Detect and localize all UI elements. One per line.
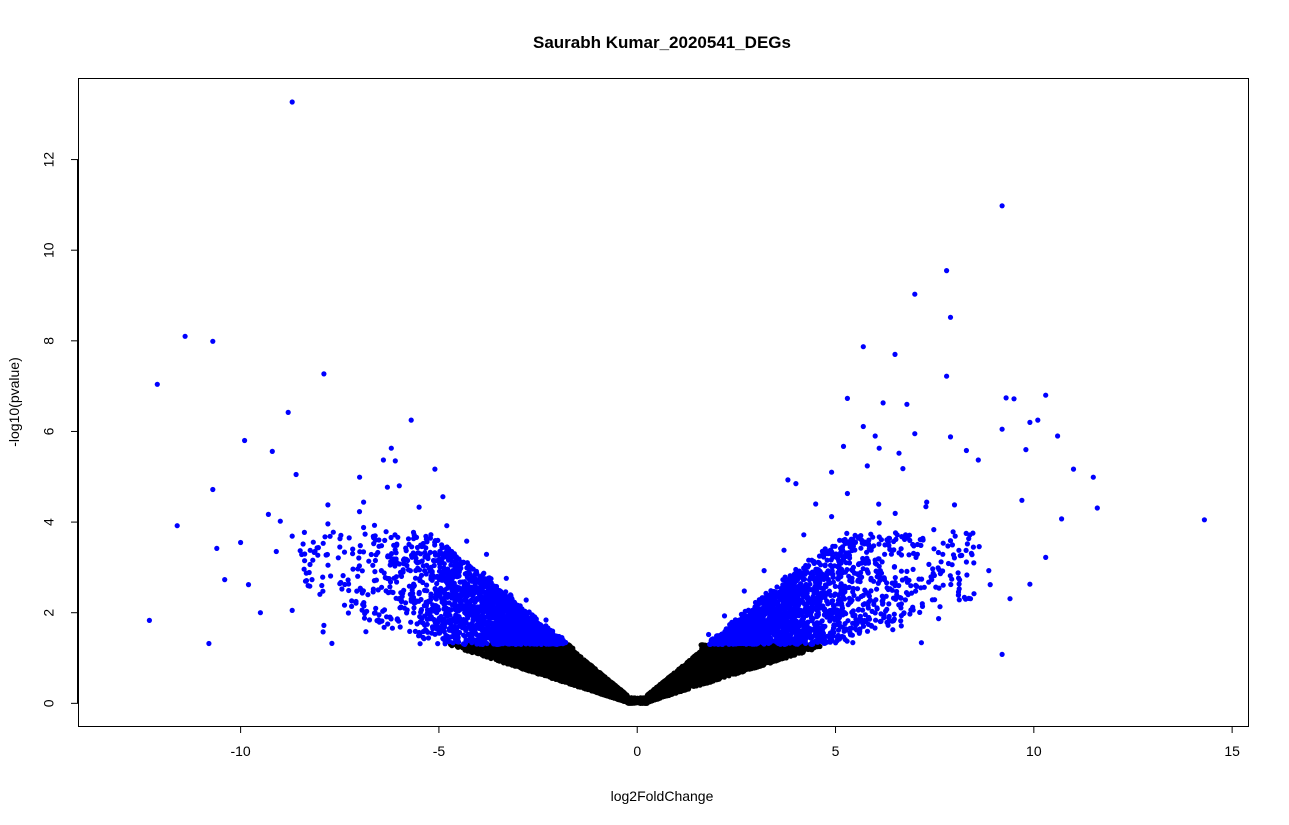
chart-title: Saurabh Kumar_2020541_DEGs bbox=[533, 33, 791, 52]
plot-frame bbox=[78, 78, 1249, 727]
nonsignificant-points bbox=[448, 641, 823, 706]
